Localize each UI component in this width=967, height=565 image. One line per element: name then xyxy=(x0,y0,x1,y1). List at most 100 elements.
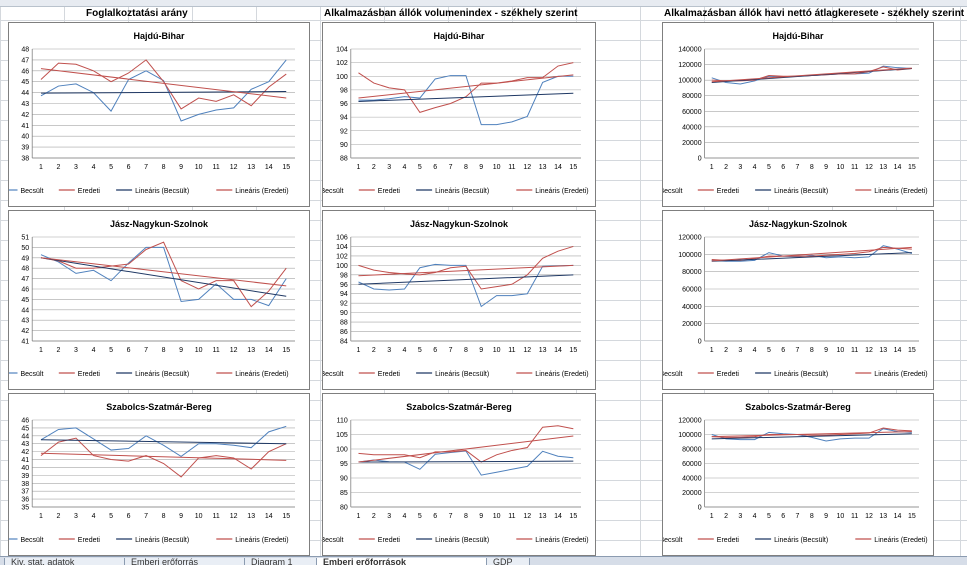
y-tick-label: 43 xyxy=(21,318,29,325)
legend-label: Lineáris (Becsült) xyxy=(435,188,489,195)
x-tick-label: 9 xyxy=(824,164,828,171)
legend-label: Lineáris (Becsült) xyxy=(135,188,189,195)
x-tick-label: 3 xyxy=(74,347,78,354)
y-tick-label: 98 xyxy=(340,87,348,94)
legend-label: Becsült xyxy=(21,188,44,195)
chart-1[interactable]: Hajdú-Bihar 38 39 40 41 42 43 44 45 46 47 48 1 2 3 4 5 6 7… xyxy=(8,22,310,207)
x-tick-label: 12 xyxy=(230,347,238,354)
x-tick-label: 7 xyxy=(144,513,148,520)
x-tick-label: 8 xyxy=(810,513,814,520)
x-tick-label: 13 xyxy=(879,513,887,520)
legend-label: Eredeti xyxy=(378,371,401,378)
y-tick-label: 44 xyxy=(21,307,29,314)
x-tick-label: 10 xyxy=(195,347,203,354)
x-tick-label: 8 xyxy=(810,164,814,171)
x-tick-label: 12 xyxy=(865,347,873,354)
x-tick-label: 3 xyxy=(738,164,742,171)
series-line-becsult xyxy=(40,246,287,307)
y-tick-label: 38 xyxy=(21,156,29,163)
chart-3[interactable]: Hajdú-Bihar 0 20000 40000 60000 80000 100000 12… xyxy=(662,22,934,207)
chart-title: Hajdú-Bihar xyxy=(772,31,824,41)
x-tick-label: 5 xyxy=(418,347,422,354)
x-tick-label: 2 xyxy=(57,347,61,354)
legend-label: Lineáris (Becsült) xyxy=(435,537,489,544)
x-tick-label: 7 xyxy=(796,164,800,171)
chart-7[interactable]: Szabolcs-Szatmár-Bereg 35 36 37 38 39 40 41 42 43… xyxy=(8,393,310,556)
x-tick-label: 11 xyxy=(213,347,220,354)
trendline-eredeti xyxy=(711,431,912,438)
y-tick-label: 94 xyxy=(340,115,348,122)
legend-label: Becsült xyxy=(323,371,344,378)
series-line-eredeti xyxy=(711,427,912,438)
y-tick-label: 80000 xyxy=(682,269,702,276)
x-tick-label: 6 xyxy=(781,164,785,171)
x-tick-label: 12 xyxy=(523,164,531,171)
chart-5[interactable]: Jász-Nagykun-Szolnok 84 86 88 90 92 94 96 98 100 1… xyxy=(322,210,596,390)
y-tick-label: 40000 xyxy=(682,304,702,311)
x-tick-label: 13 xyxy=(247,164,255,171)
series-line-becsult xyxy=(358,263,574,308)
chart-svg: Hajdú-Bihar02000040000600008000010000012… xyxy=(663,31,928,195)
x-tick-label: 4 xyxy=(753,513,757,520)
section-title-volume-index: Alkalmazásban állók volumenindex - székh… xyxy=(324,8,578,19)
y-tick-label: 104 xyxy=(336,47,348,54)
chart-6[interactable]: Jász-Nagykun-Szolnok 0 20000 40000 60000 8000… xyxy=(662,210,934,390)
x-tick-label: 6 xyxy=(127,347,131,354)
y-tick-label: 60000 xyxy=(682,461,702,468)
y-tick-label: 92 xyxy=(340,128,348,135)
legend-label: Eredeti xyxy=(717,537,740,544)
y-tick-label: 41 xyxy=(21,339,29,346)
y-tick-label: 100 xyxy=(336,263,348,270)
y-tick-label: 48 xyxy=(21,47,29,54)
y-tick-label: 38 xyxy=(21,481,29,488)
y-tick-label: 0 xyxy=(698,156,702,163)
sheet-tab-5[interactable]: GDP xyxy=(486,558,530,565)
x-tick-label: 7 xyxy=(796,347,800,354)
x-tick-label: 15 xyxy=(282,164,290,171)
x-tick-label: 14 xyxy=(894,347,902,354)
x-tick-label: 7 xyxy=(796,513,800,520)
y-tick-label: 47 xyxy=(21,276,29,283)
x-tick-label: 1 xyxy=(710,347,714,354)
x-tick-label: 4 xyxy=(403,347,407,354)
x-tick-label: 4 xyxy=(92,513,96,520)
trendline-becsult xyxy=(358,274,574,285)
x-tick-label: 4 xyxy=(753,347,757,354)
y-tick-label: 20000 xyxy=(682,140,702,147)
chart-2[interactable]: Hajdú-Bihar 88 90 92 94 96 98 100 102 104 1 2 3 4 5 6 7 8… xyxy=(322,22,596,207)
y-tick-label: 41 xyxy=(21,457,29,464)
y-tick-label: 43 xyxy=(21,101,29,108)
chart-9[interactable]: Szabolcs-Szatmár-Bereg 0 20000 40000 60000 80… xyxy=(662,393,934,556)
y-tick-label: 40000 xyxy=(682,476,702,483)
chart-8[interactable]: Szabolcs-Szatmár-Bereg 80 85 90 95 100 105 110 1… xyxy=(322,393,596,556)
section-title-employment: Foglalkoztatási arány xyxy=(86,8,188,19)
x-tick-label: 9 xyxy=(479,164,483,171)
y-tick-label: 120000 xyxy=(678,235,701,242)
trendline-eredeti xyxy=(40,68,287,99)
chart-title: Jász-Nagykun-Szolnok xyxy=(749,219,848,229)
y-tick-label: 80000 xyxy=(682,447,702,454)
y-tick-label: 100 xyxy=(336,447,348,454)
trendline-eredeti xyxy=(358,435,574,463)
x-tick-label: 1 xyxy=(710,513,714,520)
x-tick-label: 5 xyxy=(109,513,113,520)
y-tick-label: 85 xyxy=(340,490,348,497)
x-tick-label: 13 xyxy=(247,513,255,520)
y-tick-label: 95 xyxy=(340,461,348,468)
chart-title: Hajdú-Bihar xyxy=(433,31,485,41)
legend-label: Eredeti xyxy=(378,537,401,544)
trendline-becsult xyxy=(358,92,574,102)
chart-svg: Szabolcs-Szatmár-Bereg 0 20000 40000 60000 80… xyxy=(663,402,928,544)
x-tick-label: 10 xyxy=(493,347,501,354)
trendline-becsult xyxy=(40,257,287,297)
x-tick-label: 4 xyxy=(92,347,96,354)
chart-4[interactable]: Jász-Nagykun-Szolnok 41 42 43 44 45 46 47 48 49 50… xyxy=(8,210,310,390)
y-tick-label: 51 xyxy=(21,235,29,242)
chart-svg: Szabolcs-Szatmár-Bereg808590951001051101… xyxy=(323,402,589,544)
x-tick-label: 14 xyxy=(894,164,902,171)
x-tick-label: 9 xyxy=(824,513,828,520)
y-tick-label: 102 xyxy=(336,60,348,67)
x-tick-label: 15 xyxy=(908,513,916,520)
legend-label: Becsült xyxy=(323,537,344,544)
legend-label: Becsült xyxy=(663,537,683,544)
